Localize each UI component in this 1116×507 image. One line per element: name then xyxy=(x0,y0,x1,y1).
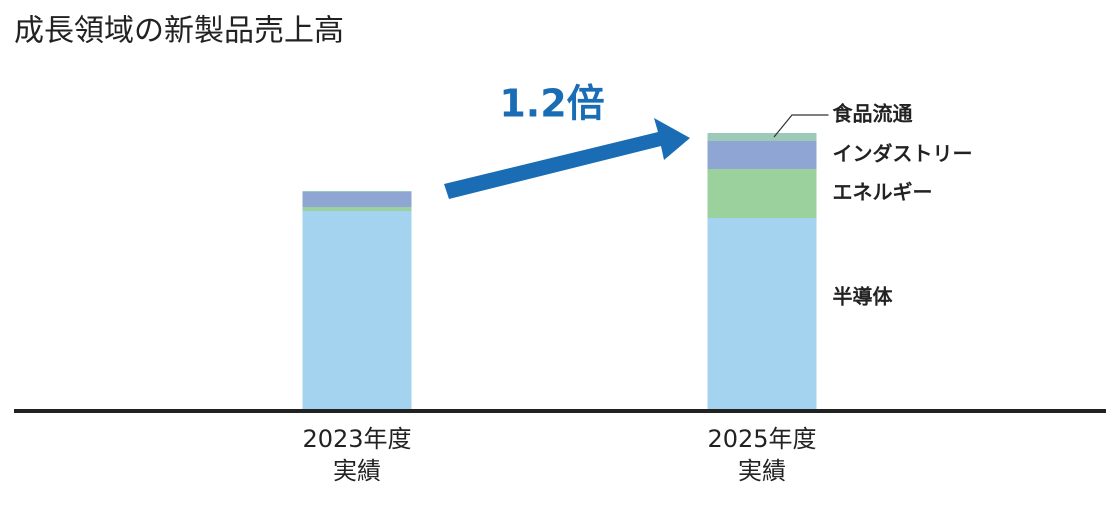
bar-segment xyxy=(707,169,817,218)
segment-label: エネルギー xyxy=(833,180,933,204)
x-tick-label: 実績 xyxy=(333,457,381,485)
bar-segment xyxy=(302,207,412,211)
bar-segment xyxy=(707,133,817,141)
bar-segment xyxy=(302,211,412,410)
segment-label: 半導体 xyxy=(833,285,894,309)
bar-segment xyxy=(707,141,817,169)
x-tick-label: 実績 xyxy=(738,457,786,485)
segment-label: 食品流通 xyxy=(833,102,913,126)
chart-title: 成長領域の新製品売上高 xyxy=(14,14,344,49)
growth-annotation: 1.2倍 xyxy=(499,82,604,126)
segment-label: インダストリー xyxy=(833,142,973,166)
x-tick-label: 2023年度 xyxy=(302,425,411,453)
bar-segment xyxy=(707,218,817,410)
growth-arrow xyxy=(444,118,690,199)
bar-segment xyxy=(302,192,412,207)
bar-segment xyxy=(302,191,412,192)
leader-line xyxy=(773,114,829,138)
x-tick-label: 2025年度 xyxy=(707,425,816,453)
